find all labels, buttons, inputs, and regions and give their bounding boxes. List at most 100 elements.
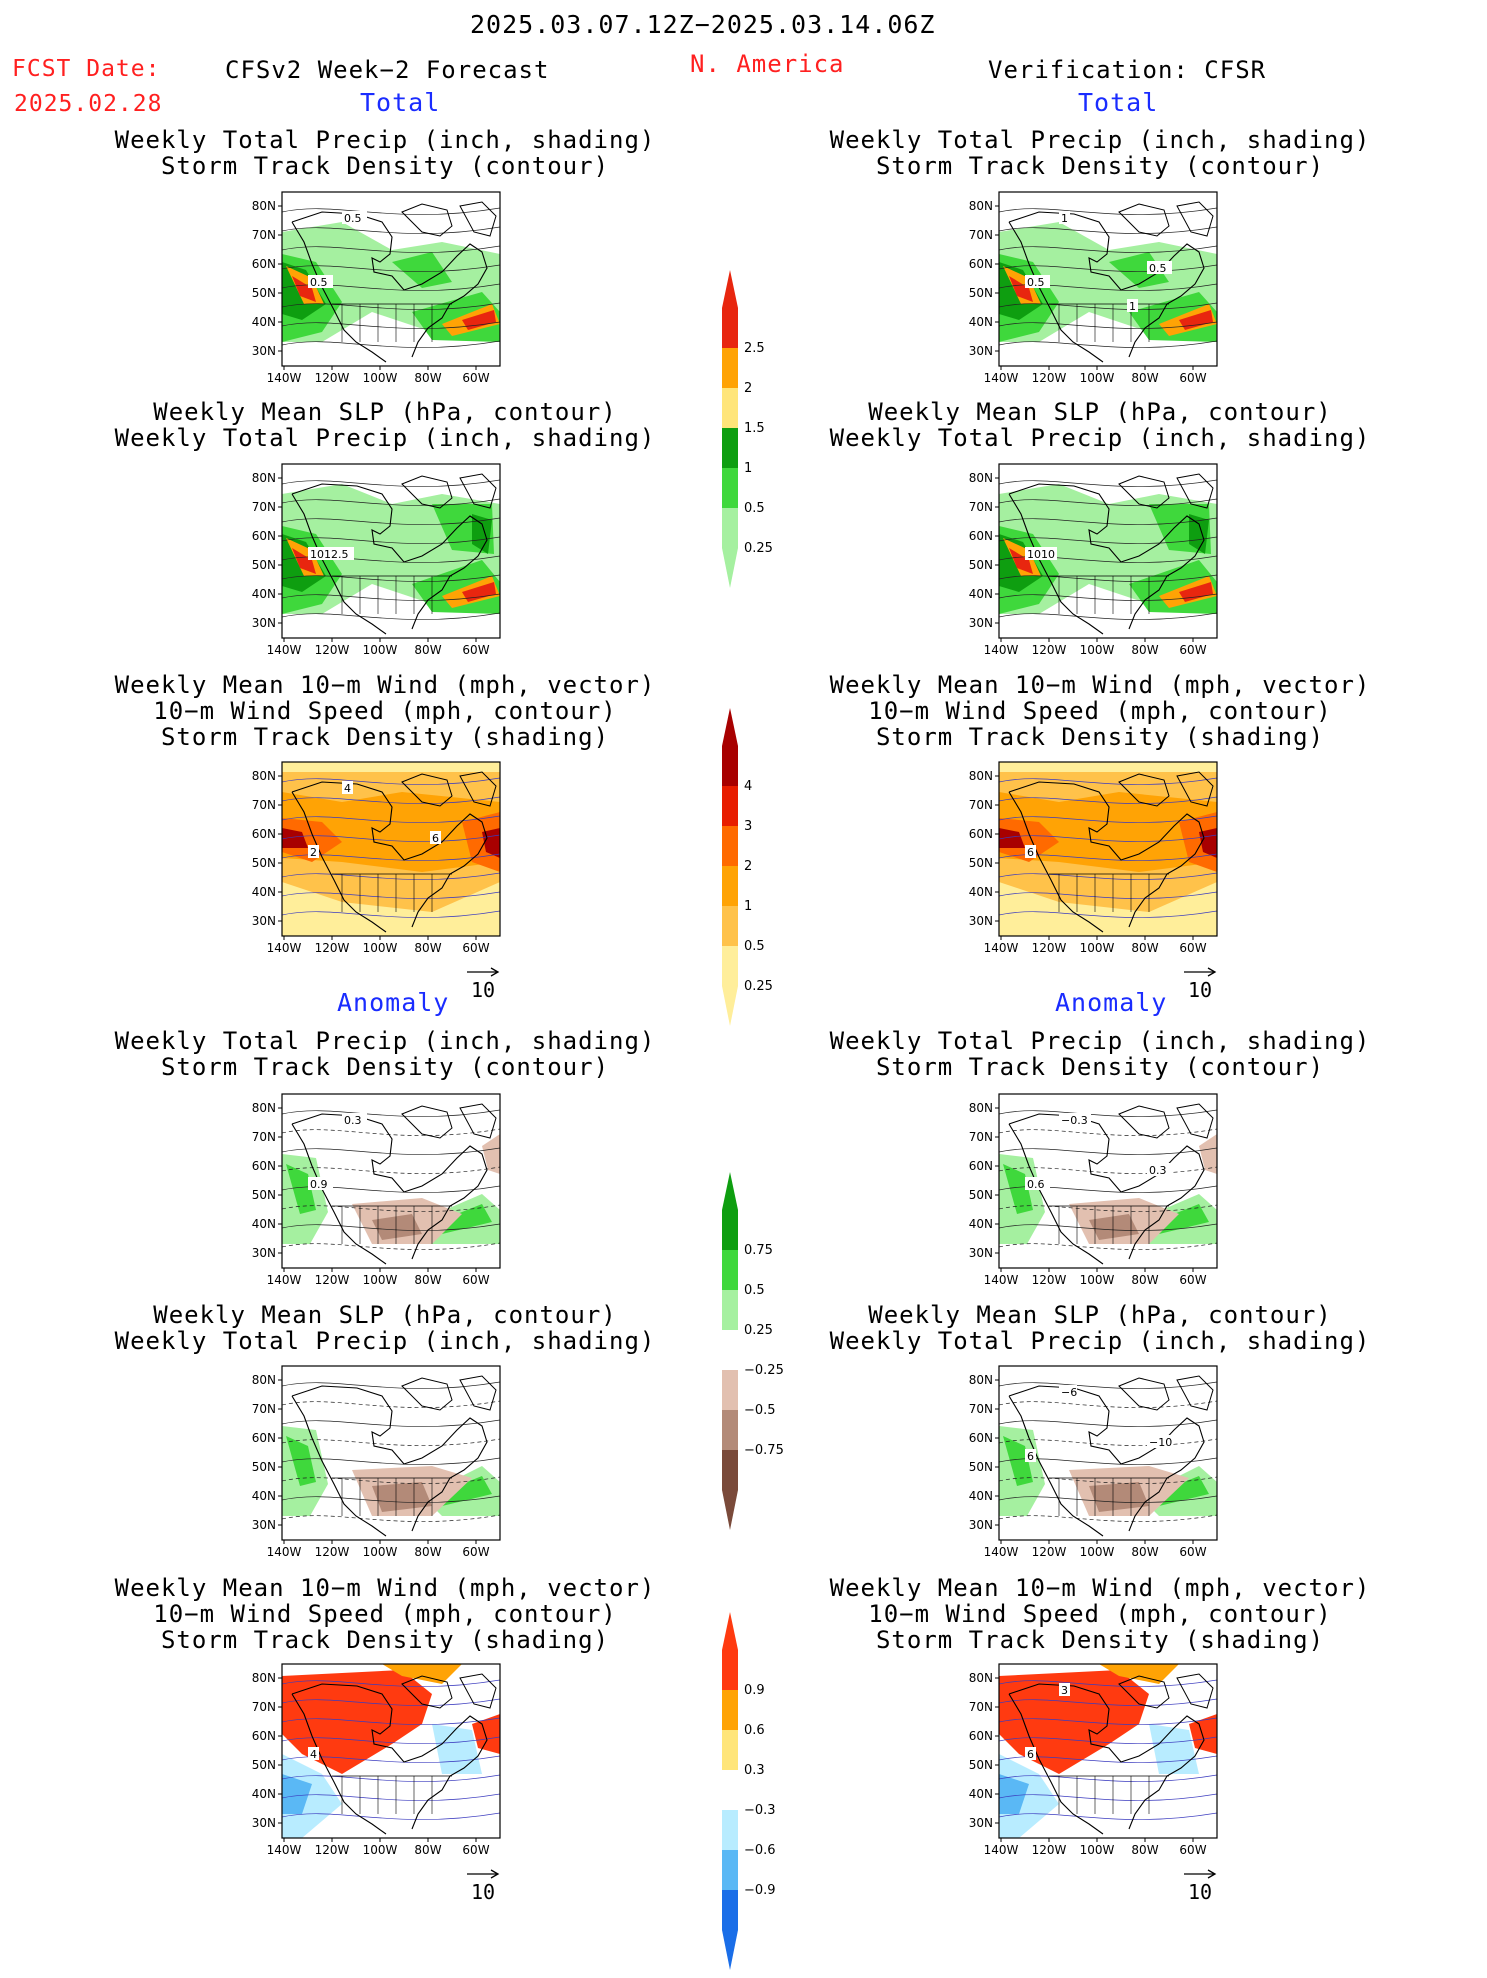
coastline bbox=[291, 1385, 488, 1537]
map-frame bbox=[998, 1663, 1218, 1839]
coastline bbox=[291, 1683, 488, 1835]
colorbar-cap bbox=[722, 708, 738, 746]
map-frame bbox=[998, 1365, 1218, 1541]
lon-label: 80W bbox=[414, 371, 441, 385]
contour-line bbox=[999, 264, 1217, 272]
contour-line bbox=[282, 1679, 500, 1687]
contour-line bbox=[999, 1495, 1217, 1503]
contour-label-bg bbox=[342, 211, 367, 224]
colorbar-swatch bbox=[722, 906, 738, 946]
contour-label: −10 bbox=[1149, 1436, 1172, 1449]
coastline bbox=[1118, 1375, 1214, 1411]
contour-line bbox=[999, 283, 1217, 291]
lon-label: 80W bbox=[1131, 941, 1158, 955]
colorbar-swatch bbox=[722, 786, 738, 826]
lat-label: 30N bbox=[969, 1816, 993, 1830]
lon-label: 80W bbox=[1131, 1843, 1158, 1857]
colorbar-label: −0.5 bbox=[744, 1403, 776, 1418]
contour-label-bg bbox=[1025, 1449, 1036, 1462]
lon-label: 140W bbox=[984, 1843, 1019, 1857]
shading-region bbox=[292, 276, 496, 330]
title-line: Weekly Mean 10−m Wind (mph, vector) bbox=[114, 671, 656, 699]
map-svg: 80N 70N 60N 50N 40N 30N 140W 120W 100W 80W 60W 4 bbox=[252, 1663, 501, 1857]
contour-label: 1 bbox=[1061, 212, 1068, 225]
title-line: Storm Track Density (contour) bbox=[160, 1053, 610, 1081]
coastline bbox=[401, 1103, 497, 1139]
lat-label: 70N bbox=[252, 500, 276, 514]
lon-label: 100W bbox=[363, 1843, 398, 1857]
lat-label: 80N bbox=[969, 769, 993, 783]
lat-label: 80N bbox=[252, 199, 276, 213]
lon-label: 120W bbox=[1032, 1545, 1067, 1559]
colorbar-swatch bbox=[722, 946, 738, 986]
contour-label: 3 bbox=[1061, 1684, 1068, 1697]
contour-label-bg bbox=[1025, 547, 1057, 560]
contour-line bbox=[999, 1679, 1217, 1687]
contour-line bbox=[282, 1185, 500, 1193]
contour-line bbox=[999, 207, 1217, 215]
map-svg: 80N 70N 60N 50N 40N 30N 140W 120W 100W 80W 60W 2 4 6 bbox=[252, 761, 501, 955]
map-svg: 80N 70N 60N 50N 40N 30N 140W 120W 100W 80W 60W 1010 bbox=[969, 463, 1218, 657]
contour-label-bg bbox=[1025, 275, 1050, 288]
contour-line bbox=[999, 479, 1217, 487]
lat-label: 30N bbox=[969, 1246, 993, 1260]
colorbar-swatch bbox=[722, 1450, 738, 1490]
lon-label: 120W bbox=[1032, 1273, 1067, 1287]
colorbar-swatch bbox=[722, 1330, 738, 1370]
lon-label: 140W bbox=[267, 643, 302, 657]
lat-label: 50N bbox=[252, 286, 276, 300]
colorbar-cap bbox=[722, 986, 738, 1026]
lat-label: 60N bbox=[969, 1431, 993, 1445]
coastline bbox=[1118, 201, 1214, 237]
lon-label: 100W bbox=[1080, 1843, 1115, 1857]
contour-label: 6 bbox=[1027, 1450, 1034, 1463]
map-svg: 80N 70N 60N 50N 40N 30N 140W 120W 100W 80W 60W 0.9 0… bbox=[252, 1093, 501, 1287]
map-ob-precip-total: 80N 70N 60N 50N 40N 30N 140W 120W 100W 80W 60W 0.5 1… bbox=[957, 188, 1221, 388]
colorbar-swatch bbox=[722, 428, 738, 468]
title-line: 10−m Wind Speed (mph, contour) bbox=[868, 697, 1332, 725]
lat-label: 50N bbox=[252, 1188, 276, 1202]
lat-label: 70N bbox=[969, 500, 993, 514]
title-fc-precip-total: Weekly Total Precip (inch, shading) Stor… bbox=[60, 127, 710, 179]
contour-line bbox=[282, 1109, 500, 1117]
contour-line bbox=[282, 796, 500, 804]
coastline bbox=[401, 771, 497, 807]
title-ob-precip-total: Weekly Total Precip (inch, shading) Stor… bbox=[775, 127, 1425, 179]
lat-label: 70N bbox=[252, 1402, 276, 1416]
lon-label: 60W bbox=[1179, 1545, 1206, 1559]
shading-region bbox=[1069, 1134, 1217, 1244]
coastline bbox=[1118, 473, 1214, 509]
region-title: N. America bbox=[690, 50, 845, 78]
colorbar-label: −0.75 bbox=[744, 1443, 784, 1458]
colorbar-label: 0.25 bbox=[744, 1323, 773, 1338]
lon-label: 100W bbox=[1080, 1273, 1115, 1287]
colorbar-cap bbox=[722, 548, 738, 588]
contour-label-bg bbox=[342, 781, 353, 794]
shading-region bbox=[999, 504, 1217, 614]
title-line: Weekly Total Precip (inch, shading) bbox=[114, 126, 656, 154]
coastline bbox=[1118, 1103, 1214, 1139]
contour-line bbox=[999, 498, 1217, 506]
contour-line bbox=[999, 536, 1217, 544]
colorbar-label: 0.75 bbox=[744, 1243, 773, 1258]
lon-label: 60W bbox=[1179, 1843, 1206, 1857]
contour-label-bg bbox=[1025, 1747, 1036, 1760]
colorbar-swatch bbox=[722, 1690, 738, 1730]
title-fc-wind-anom: Weekly Mean 10−m Wind (mph, vector) 10−m… bbox=[60, 1575, 710, 1653]
section-anomaly-verification: Anomaly bbox=[1055, 988, 1168, 1017]
lat-label: 40N bbox=[252, 1787, 276, 1801]
contour-line bbox=[282, 1793, 500, 1801]
contour-line bbox=[282, 1755, 500, 1763]
lat-label: 40N bbox=[252, 587, 276, 601]
lon-label: 60W bbox=[462, 371, 489, 385]
contour-line bbox=[999, 1812, 1217, 1820]
lat-label: 50N bbox=[969, 558, 993, 572]
colorbar-label: 2 bbox=[744, 381, 752, 396]
contour-line bbox=[282, 536, 500, 544]
lon-label: 120W bbox=[1032, 371, 1067, 385]
lat-label: 70N bbox=[969, 1402, 993, 1416]
title-line: Weekly Total Precip (inch, shading) bbox=[829, 1027, 1371, 1055]
contour-line bbox=[282, 612, 500, 620]
colorbar-label: 3 bbox=[744, 819, 752, 834]
colorbar-swatch bbox=[722, 308, 738, 348]
